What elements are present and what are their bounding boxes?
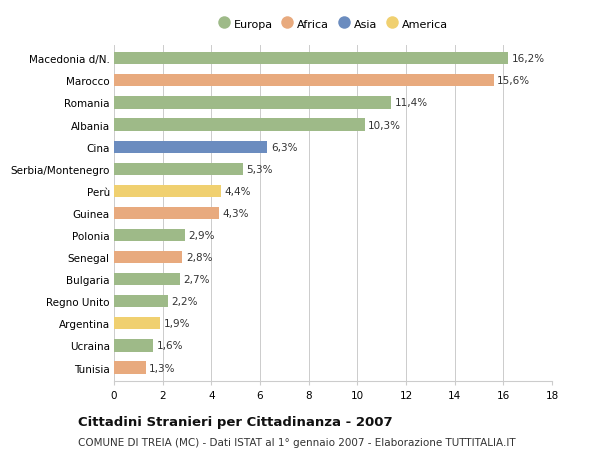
Text: 2,2%: 2,2% bbox=[171, 297, 197, 307]
Text: 2,7%: 2,7% bbox=[184, 274, 210, 285]
Text: 16,2%: 16,2% bbox=[512, 54, 545, 64]
Text: 11,4%: 11,4% bbox=[395, 98, 428, 108]
Bar bbox=[114, 75, 494, 87]
Bar bbox=[114, 362, 146, 374]
Bar bbox=[114, 340, 153, 352]
Text: Cittadini Stranieri per Cittadinanza - 2007: Cittadini Stranieri per Cittadinanza - 2… bbox=[78, 415, 392, 428]
Bar bbox=[114, 163, 243, 175]
Text: 1,6%: 1,6% bbox=[157, 341, 183, 351]
Bar bbox=[114, 185, 221, 197]
Bar bbox=[114, 252, 182, 263]
Bar bbox=[114, 274, 180, 285]
Bar bbox=[114, 97, 391, 109]
Bar bbox=[114, 318, 160, 330]
Bar bbox=[114, 296, 167, 308]
Text: 2,9%: 2,9% bbox=[188, 230, 215, 241]
Text: 4,3%: 4,3% bbox=[222, 208, 249, 218]
Bar bbox=[114, 230, 185, 241]
Text: COMUNE DI TREIA (MC) - Dati ISTAT al 1° gennaio 2007 - Elaborazione TUTTITALIA.I: COMUNE DI TREIA (MC) - Dati ISTAT al 1° … bbox=[78, 437, 515, 447]
Text: 4,4%: 4,4% bbox=[225, 186, 251, 196]
Legend: Europa, Africa, Asia, America: Europa, Africa, Asia, America bbox=[214, 15, 452, 34]
Bar bbox=[114, 141, 267, 153]
Text: 5,3%: 5,3% bbox=[247, 164, 273, 174]
Bar bbox=[114, 53, 508, 65]
Bar bbox=[114, 119, 365, 131]
Text: 10,3%: 10,3% bbox=[368, 120, 401, 130]
Text: 1,3%: 1,3% bbox=[149, 363, 176, 373]
Text: 2,8%: 2,8% bbox=[186, 252, 212, 263]
Text: 1,9%: 1,9% bbox=[164, 319, 190, 329]
Bar bbox=[114, 207, 218, 219]
Text: 15,6%: 15,6% bbox=[497, 76, 530, 86]
Text: 6,3%: 6,3% bbox=[271, 142, 298, 152]
